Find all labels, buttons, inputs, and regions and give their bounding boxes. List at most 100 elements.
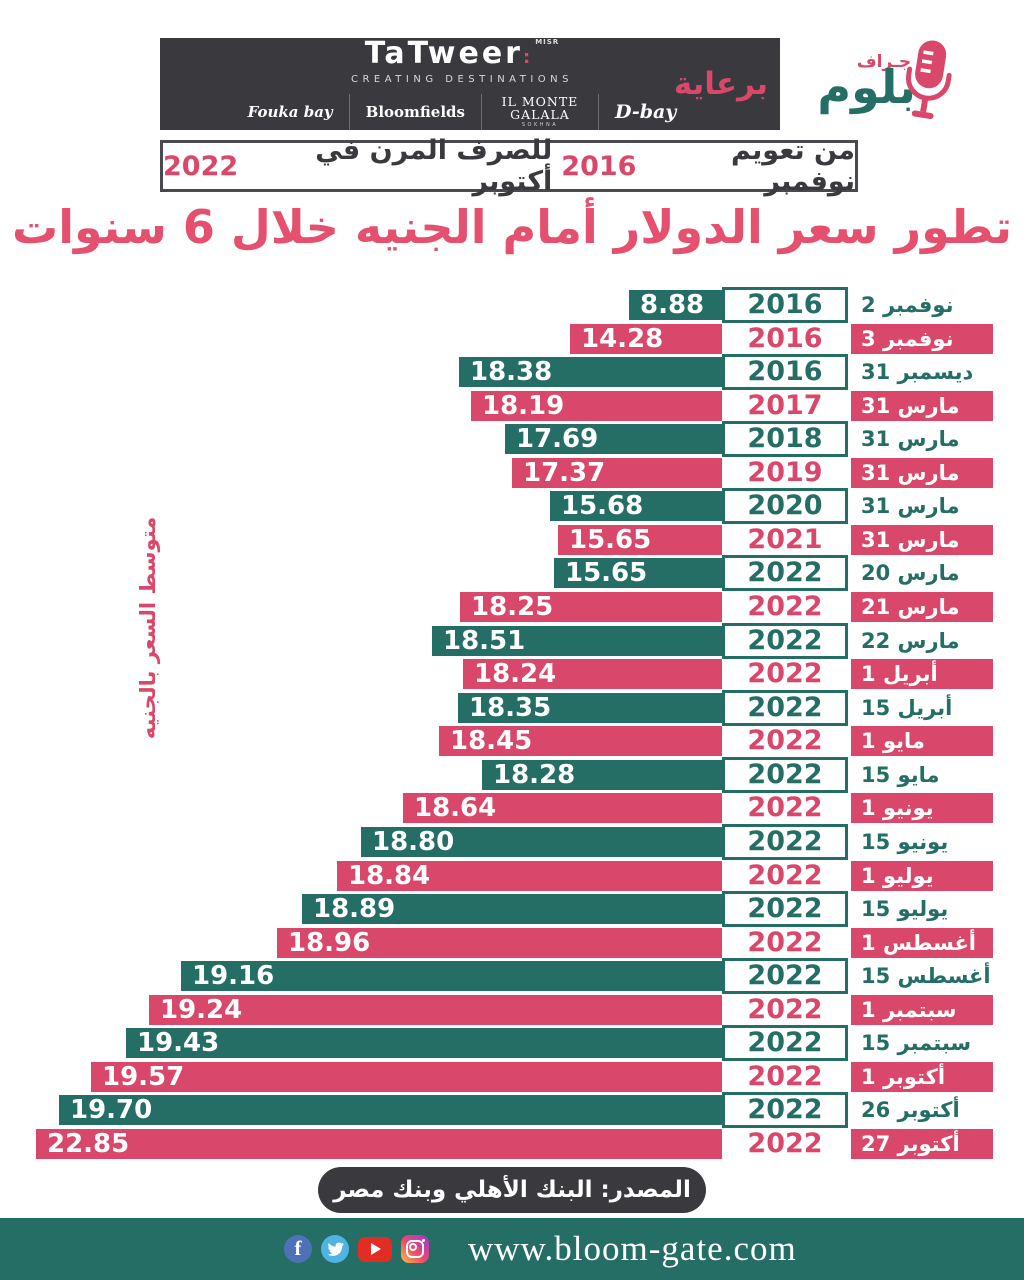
year-label: 2022 (747, 993, 823, 1025)
bar-value-label: 18.64 (414, 793, 497, 824)
value-bar: 22.85 (36, 1129, 722, 1159)
bar-value-label: 15.68 (561, 491, 644, 522)
date-label: 21 مارس (851, 592, 993, 623)
il-monte-galala-logo: IL MONTE GALALA SOKHNA (498, 95, 582, 129)
footer-bar: f www.bloom-gate.com (0, 1218, 1024, 1280)
value-bar: 18.35 (458, 692, 722, 723)
value-bar: 18.89 (302, 894, 722, 925)
value-bar: 19.16 (181, 961, 722, 992)
camera-outline-icon (406, 1240, 424, 1258)
bar-value-label: 17.69 (516, 424, 599, 455)
bar-value-label: 19.70 (70, 1095, 153, 1126)
facebook-icon[interactable]: f (284, 1235, 312, 1263)
source-note: المصدر: البنك الأهلي وبنك مصر (318, 1167, 706, 1213)
chart-row: 19.16 2022 15 أغسطس (0, 958, 1024, 995)
year-label: 2017 (747, 389, 823, 421)
bloom-logo-name-text: بلوم (817, 60, 916, 114)
date-label: 1 يونيو (851, 793, 993, 824)
dbay-logo: D-bay (614, 100, 677, 123)
chart-row: 18.84 2022 1 يوليو (0, 859, 1024, 891)
date-label: 31 مارس (851, 390, 993, 421)
year-label: 2022 (747, 591, 823, 623)
date-label: 31 ديسمبر (861, 360, 974, 385)
date-label: 31 مارس (861, 494, 960, 519)
chart-row: 19.70 2022 26 أكتوبر (0, 1092, 1024, 1129)
bar-value-label: 15.65 (569, 524, 652, 555)
year-label: 2022 (747, 1060, 823, 1092)
date-label: 1 أكتوبر (851, 1061, 993, 1092)
value-bar: 18.64 (403, 793, 722, 824)
chart-row: 15.68 2020 31 مارس (0, 488, 1024, 525)
value-bar: 18.96 (277, 927, 722, 958)
bar-value-label: 18.51 (443, 625, 526, 656)
camera-flash-icon (422, 1239, 425, 1242)
period-year-2016: 2016 (561, 150, 637, 182)
bar-value-label: 18.80 (372, 826, 455, 857)
year-label: 2022 (722, 756, 848, 793)
date-label: 1 مايو (851, 726, 993, 757)
period-text-1: من تعويم نوفمبر (730, 135, 855, 197)
chart-row: 18.64 2022 1 يونيو (0, 793, 1024, 824)
chart-row: 18.96 2022 1 أغسطس (0, 927, 1024, 958)
chart-row: 22.85 2022 27 أكتوبر (0, 1129, 1024, 1159)
tatweer-misr-text: MISR (535, 37, 560, 46)
bar-value-label: 18.38 (470, 357, 553, 388)
year-label: 2022 (722, 689, 848, 726)
date-label: 31 مارس (851, 524, 993, 555)
twitter-icon[interactable] (321, 1235, 349, 1263)
year-label: 2019 (747, 456, 823, 488)
play-icon (371, 1243, 381, 1255)
bar-value-label: 8.88 (640, 290, 705, 320)
date-label: 2 نوفمبر (861, 293, 954, 317)
bar-value-label: 19.43 (137, 1028, 220, 1059)
brand-divider (480, 93, 482, 130)
chart-row: 18.45 2022 1 مايو (0, 726, 1024, 757)
year-label: 2022 (722, 823, 848, 860)
date-label: 3 نوفمبر (851, 323, 993, 354)
date-label: 31 مارس (851, 457, 993, 488)
bar-value-label: 18.25 (471, 592, 554, 623)
value-bar: 14.28 (570, 323, 722, 354)
value-bar: 18.51 (432, 625, 722, 656)
bar-value-label: 18.28 (493, 759, 576, 790)
date-label: 15 أغسطس (861, 964, 991, 989)
year-label: 2016 (747, 322, 823, 354)
year-label: 2022 (747, 1128, 823, 1159)
bar-value-label: 18.45 (450, 726, 533, 757)
date-label: 22 مارس (861, 628, 960, 653)
year-label: 2021 (747, 523, 823, 555)
sponsor-banner: TaTweer:MISR CREATING DESTINATIONS Fouka… (160, 38, 780, 130)
tatweer-name-text: TaTweer (364, 35, 523, 71)
chart-row: 19.43 2022 15 سبتمبر (0, 1025, 1024, 1062)
value-bar: 18.25 (460, 592, 722, 623)
date-label: 27 أكتوبر (851, 1129, 993, 1159)
year-label: 2022 (722, 1025, 848, 1062)
year-label: 2022 (747, 859, 823, 891)
value-bar: 19.43 (126, 1028, 722, 1059)
value-bar: 18.80 (361, 826, 722, 857)
website-url[interactable]: www.bloom-gate.com (468, 1229, 797, 1268)
date-label: 1 سبتمبر (851, 994, 993, 1025)
date-label: 15 سبتمبر (861, 1031, 972, 1056)
date-label: 15 مايو (861, 762, 940, 787)
chart-row: 18.24 2022 1 أبريل (0, 659, 1024, 690)
youtube-icon[interactable] (358, 1236, 392, 1262)
page-title: تطور سعر الدولار أمام الجنيه خلال 6 سنوا… (11, 200, 1012, 254)
chart-row: 19.57 2022 1 أكتوبر (0, 1060, 1024, 1092)
value-bar: 19.70 (59, 1095, 722, 1126)
tatweer-logo: TaTweer:MISR CREATING DESTINATIONS Fouka… (247, 35, 677, 130)
brand-divider (348, 93, 350, 130)
bar-value-label: 19.57 (102, 1061, 185, 1092)
value-bar: 17.69 (505, 424, 722, 455)
bar-value-label: 22.85 (47, 1129, 130, 1159)
instagram-icon[interactable] (401, 1235, 429, 1263)
date-label: 26 أكتوبر (861, 1098, 960, 1123)
fouka-bay-logo: Fouka bay (247, 102, 333, 121)
chart-row: 18.89 2022 15 يوليو (0, 891, 1024, 928)
chart-row: 18.28 2022 15 مايو (0, 756, 1024, 793)
year-label: 2016 (722, 287, 848, 323)
chart-row: 19.24 2022 1 سبتمبر (0, 993, 1024, 1025)
value-bar: 18.24 (463, 659, 722, 690)
bar-value-label: 18.24 (474, 659, 557, 690)
